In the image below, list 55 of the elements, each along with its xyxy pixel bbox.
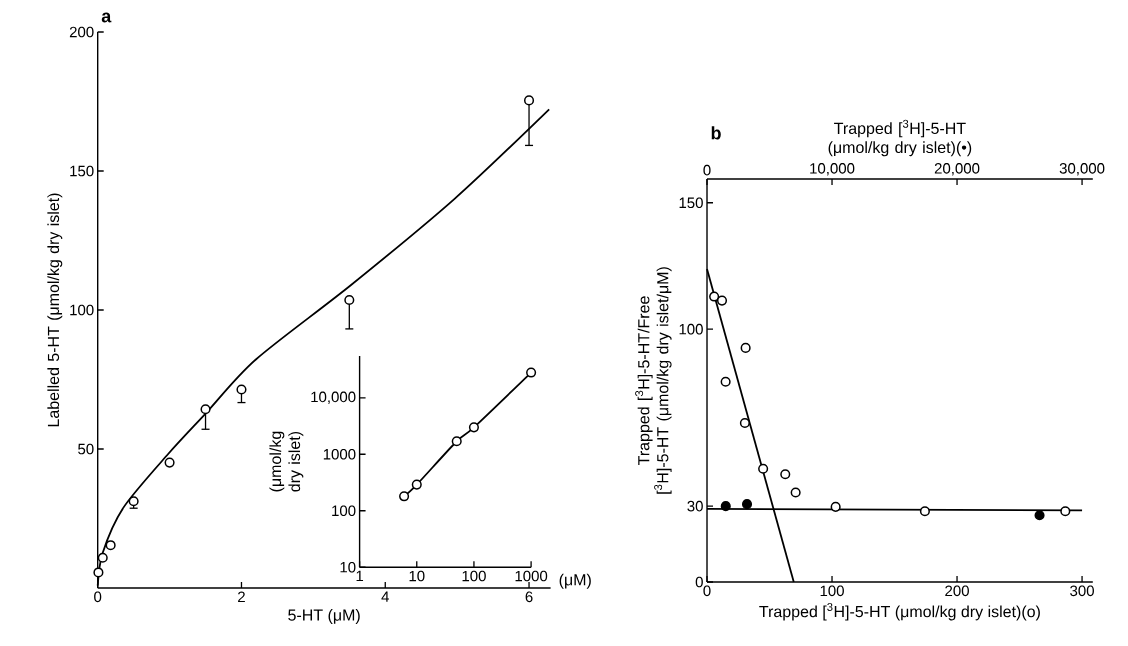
x-tick-label: 300 bbox=[1070, 585, 1094, 597]
y-tick-label: 200 bbox=[69, 26, 94, 38]
point bbox=[720, 376, 731, 387]
point bbox=[164, 457, 175, 468]
y-tick-label: 150 bbox=[70, 165, 94, 177]
x-tick-label: 1 bbox=[356, 570, 364, 582]
x-tick-label: 2 bbox=[238, 591, 245, 603]
x-axis-title: (μM) bbox=[559, 573, 591, 589]
point bbox=[523, 95, 535, 106]
x-tick-label: 1000 bbox=[515, 570, 548, 582]
point bbox=[830, 501, 841, 512]
chart-title: a bbox=[101, 12, 112, 23]
point bbox=[236, 384, 247, 395]
point bbox=[716, 295, 728, 306]
point bbox=[740, 342, 751, 353]
point bbox=[344, 294, 355, 306]
x-axis-title: 5-HT (μM) bbox=[288, 609, 360, 624]
point bbox=[758, 463, 769, 474]
y-tick-label: 100 bbox=[332, 505, 356, 517]
x-tick-label: 100 bbox=[820, 585, 844, 597]
x-tick-label: 0 bbox=[703, 585, 711, 597]
point bbox=[919, 506, 930, 517]
x-tick-label: 200 bbox=[945, 585, 969, 597]
x-tick-label: 4 bbox=[381, 591, 389, 602]
point bbox=[93, 567, 104, 578]
point bbox=[1060, 506, 1071, 517]
y-tick-label: 10,000 bbox=[311, 391, 356, 404]
point bbox=[790, 487, 801, 498]
x2-axis-title: Trapped [$^{3}$H]-5-HT (μmol/kg dry islet)(•) bbox=[828, 119, 972, 157]
y-axis-title: (μmol/kg dry islet) bbox=[269, 431, 304, 492]
x-tick-label: 100 bbox=[462, 570, 486, 582]
point bbox=[780, 469, 791, 480]
point bbox=[200, 404, 211, 415]
x2-tick-label: 0 bbox=[703, 164, 711, 176]
x-axis-title: Trapped [$^{3}$H]-5-HT (μmol/kg dry islet)(o) bbox=[759, 603, 1040, 621]
y-tick-label: 30 bbox=[687, 500, 703, 512]
x-tick-label: 10 bbox=[409, 570, 425, 582]
y-tick-label: 150 bbox=[679, 197, 703, 209]
point bbox=[739, 417, 750, 429]
x2-tick-label: 10,000 bbox=[810, 163, 855, 176]
point bbox=[97, 552, 108, 563]
point bbox=[128, 496, 139, 507]
x-tick-label: 0 bbox=[94, 591, 102, 603]
x2-tick-label: 30,000 bbox=[1059, 163, 1105, 176]
y-tick-label: 50 bbox=[78, 443, 94, 455]
y-tick-label: 1000 bbox=[323, 448, 356, 460]
chart-title: b bbox=[711, 126, 721, 140]
x2-tick-label: 20,000 bbox=[934, 163, 980, 176]
y-tick-label: 10 bbox=[340, 561, 356, 573]
y-tick-label: 100 bbox=[679, 323, 703, 335]
point bbox=[709, 291, 720, 302]
y-axis-title: Labelled 5-HT (μmol/kg dry islet) bbox=[47, 193, 63, 427]
point bbox=[105, 540, 116, 551]
y-tick-label: 100 bbox=[70, 304, 94, 316]
x-tick-label: 6 bbox=[525, 591, 533, 603]
